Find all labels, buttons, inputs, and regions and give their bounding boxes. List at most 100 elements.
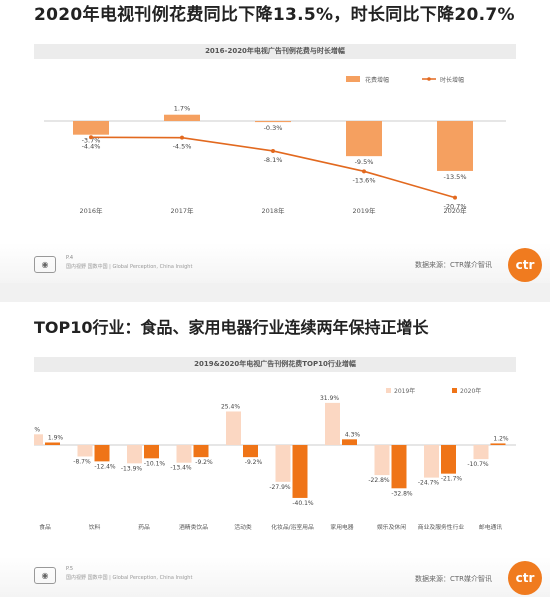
chart-spend-duration: 花费增幅 时长增幅 -3.7% 1.7% -0.3% -9.5% -13.5% -4.4% -4… — [44, 76, 506, 215]
point-duration — [453, 195, 457, 200]
bar-2019 — [127, 445, 142, 464]
x-tick-label: 2018年 — [261, 206, 285, 215]
chart-panel: 2019&2020年电视广告刊例花费TOP10行业增幅 2019年 2020年 8.… — [34, 357, 516, 547]
data-label-2019: 31.9% — [320, 395, 339, 402]
bar-2019 — [424, 445, 439, 478]
slide-headline: 2020年电视刊例花费同比下降13.5%，时长同比下降20.7% — [34, 5, 515, 25]
slide-top10-industries: TOP10行业：食品、家用电器行业连续两年保持正增长 2019&2020年电视广… — [0, 302, 550, 600]
bar-2019 — [374, 445, 390, 476]
point-duration — [180, 135, 184, 140]
page-number: P.5 — [66, 566, 74, 572]
bar-spend — [437, 121, 473, 171]
data-source: 数据来源：CTR媒介智讯 — [415, 261, 493, 269]
x-tick-label: 化妆品/浴室用品 — [271, 523, 314, 531]
bar-2019 — [275, 445, 291, 482]
data-label-2020: -40.1% — [292, 500, 314, 507]
data-label-2020: -9.2% — [245, 459, 263, 466]
legend-swatch-2019 — [386, 388, 391, 393]
bar-2019 — [34, 434, 43, 445]
x-tick-label: 药品 — [138, 523, 150, 531]
chart-title: 2016-2020年电视广告刊例花费与时长增幅 — [34, 44, 516, 59]
x-tick-label: 2017年 — [170, 206, 194, 215]
data-label-2020: -21.7% — [441, 476, 463, 483]
data-label-2020: 1.2% — [493, 435, 509, 442]
bar-spend — [255, 121, 291, 123]
footer — [0, 557, 550, 597]
data-label-duration: -4.5% — [173, 143, 192, 151]
data-label-spend: -9.5% — [355, 158, 374, 166]
x-tick-label: 活动类 — [234, 523, 252, 531]
x-tick-label: 酒精类饮品 — [179, 523, 208, 531]
x-tick-label: 2016年 — [79, 206, 103, 215]
data-label-2020: -32.8% — [391, 490, 413, 497]
cctv-logo-icon: ◉ — [34, 256, 56, 273]
tagline: 国内视野 国数中国 | Global Perception, China Ins… — [66, 264, 193, 270]
data-label-2019: -24.7% — [418, 480, 440, 487]
legend-marker-duration — [427, 77, 431, 81]
data-label-2019: 25.4% — [221, 403, 240, 410]
data-label-2020: -9.2% — [195, 459, 213, 466]
bar-2020 — [342, 439, 357, 445]
ctr-logo: ctr — [508, 561, 542, 595]
data-label-spend: 1.7% — [174, 105, 191, 113]
bar-2019 — [473, 445, 489, 460]
bar-2020 — [243, 445, 258, 458]
point-duration — [362, 169, 366, 174]
bar-2019 — [176, 445, 192, 463]
data-label-spend: -13.5% — [444, 173, 467, 181]
x-tick-label: 娱乐及休闲 — [377, 523, 406, 531]
x-tick-label: 邮电通讯 — [479, 523, 502, 531]
slide-headline: TOP10行业：食品、家用电器行业连续两年保持正增长 — [34, 318, 429, 337]
point-duration — [271, 148, 275, 153]
data-label-duration: -13.6% — [353, 176, 376, 184]
bar-2020 — [292, 445, 308, 498]
data-label-2019: -13.4% — [170, 465, 192, 472]
data-source: 数据来源：CTR媒介智讯 — [415, 575, 493, 583]
x-tick-label: 饮料 — [89, 523, 101, 531]
bar-2020 — [193, 445, 209, 458]
x-tick-label: 家用电器 — [330, 523, 353, 531]
slide-time-trend: 2020年电视刊例花费同比下降13.5%，时长同比下降20.7% 2016-20… — [0, 0, 550, 283]
data-label-2019: -13.9% — [121, 465, 143, 472]
page-number: P.4 — [66, 255, 74, 261]
bar-2020 — [490, 443, 506, 445]
data-label-duration: -4.4% — [82, 142, 101, 150]
legend-swatch-spend — [346, 76, 360, 82]
bar-2019 — [226, 411, 241, 445]
data-label-spend: -3.7% — [82, 137, 101, 145]
bar-spend — [164, 114, 200, 121]
bar-spend — [346, 121, 382, 157]
bar-spend — [73, 121, 109, 135]
legend-label-duration: 时长增幅 — [440, 76, 464, 84]
legend-swatch-2020 — [452, 388, 457, 393]
bar-2020 — [391, 445, 407, 489]
legend-label-2020: 2020年 — [460, 387, 481, 395]
data-label-2020: 4.3% — [345, 431, 361, 438]
data-label-duration: -20.7% — [444, 203, 467, 211]
ctr-logo: ctr — [508, 248, 542, 282]
x-tick-label: 食品 — [39, 523, 51, 531]
tagline: 国内视野 国数中国 | Global Perception, China Ins… — [66, 575, 193, 581]
data-label-2019: 8.1% — [34, 426, 40, 433]
bar-2019 — [77, 445, 93, 457]
data-label-2020: -12.4% — [94, 463, 116, 470]
data-label-spend: -0.3% — [264, 124, 283, 132]
bar-2020 — [94, 445, 110, 462]
bar-2019 — [325, 402, 340, 445]
data-label-2019: -22.8% — [368, 477, 390, 484]
data-label-duration: -8.1% — [264, 156, 283, 164]
legend-label-spend: 花费增幅 — [365, 76, 389, 84]
data-label-2019: -27.9% — [269, 484, 291, 491]
bar-2020 — [45, 442, 60, 445]
x-tick-label: 2020年 — [443, 206, 467, 215]
data-label-2020: -10.1% — [144, 460, 166, 467]
chart-title: 2019&2020年电视广告刊例花费TOP10行业增幅 — [34, 357, 516, 372]
slide-divider — [0, 283, 550, 302]
data-label-2019: -10.7% — [467, 461, 489, 468]
data-label-2020: 1.9% — [48, 434, 64, 441]
footer — [0, 243, 550, 283]
bar-2020 — [144, 445, 159, 459]
data-label-2019: -8.7% — [73, 458, 91, 465]
cctv-logo-icon: ◉ — [34, 567, 56, 584]
chart-top10: 2019年2020年8.1%1.9%食品-8.7%-12.4%饮料-13.9%-… — [34, 387, 516, 531]
